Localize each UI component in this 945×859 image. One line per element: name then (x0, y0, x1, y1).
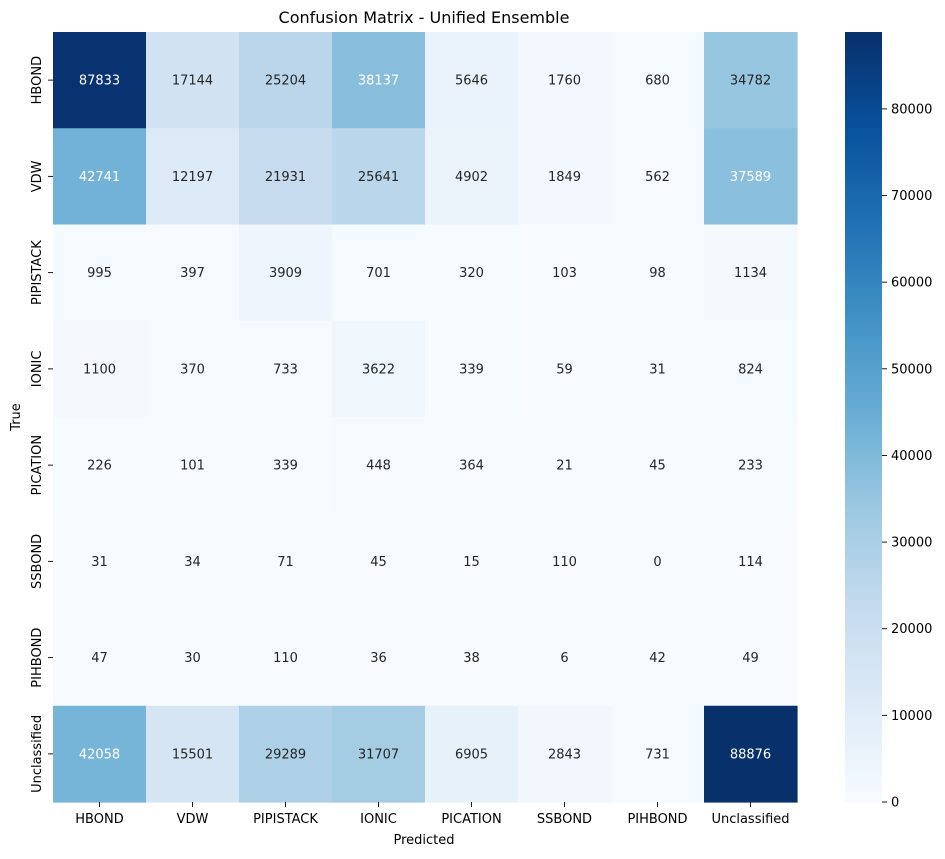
cell-value-label: 25641 (358, 170, 399, 185)
y-tick-label: PIHBOND (30, 628, 45, 688)
cell-value-label: 21931 (265, 170, 306, 185)
cell-value-label: 3622 (362, 362, 395, 377)
cell-value-label: 42058 (79, 747, 120, 762)
cell-value-label: 71 (277, 555, 294, 570)
colorbar-tick-label: 60000 (891, 276, 932, 291)
colorbar-tick-label: 10000 (891, 709, 932, 724)
cell-value-label: 29289 (265, 747, 306, 762)
y-tick-label: IONIC (30, 351, 45, 388)
colorbar-tick-label: 50000 (891, 362, 932, 377)
cell-value-label: 6905 (455, 747, 488, 762)
y-tick-label: Unclassified (30, 715, 45, 793)
cell-value-label: 34 (184, 555, 201, 570)
cell-value-label: 680 (645, 74, 670, 89)
colorbar-tick-label: 30000 (891, 536, 932, 551)
cell-value-label: 45 (370, 555, 387, 570)
colorbar-tick-label: 40000 (891, 449, 932, 464)
x-tick-label: VDW (177, 812, 209, 827)
cell-value-label: 3909 (269, 266, 302, 281)
x-tick-label: HBOND (75, 812, 123, 827)
cell-value-label: 47 (91, 651, 108, 666)
cell-value-label: 370 (180, 362, 205, 377)
colorbar-tick-label: 70000 (891, 189, 932, 204)
cell-value-label: 15501 (172, 747, 213, 762)
cell-value-label: 17144 (172, 74, 213, 89)
cell-value-label: 25204 (265, 74, 306, 89)
cell-value-label: 562 (645, 170, 670, 185)
cell-value-label: 101 (180, 459, 205, 474)
cell-value-label: 1134 (734, 266, 767, 281)
cell-value-label: 0 (653, 555, 661, 570)
y-tick-label: PIPISTACK (30, 240, 45, 305)
colorbar-tick-label: 0 (891, 796, 899, 811)
cell-value-label: 339 (273, 459, 298, 474)
cell-value-label: 320 (459, 266, 484, 281)
cell-value-label: 38 (463, 651, 480, 666)
cell-value-label: 5646 (455, 74, 488, 89)
cell-value-label: 49 (742, 651, 759, 666)
cell-value-label: 30 (184, 651, 201, 666)
cell-value-label: 233 (738, 459, 763, 474)
cell-value-label: 42741 (79, 170, 120, 185)
cell-value-label: 21 (556, 459, 573, 474)
cell-value-label: 1849 (548, 170, 581, 185)
cell-value-label: 701 (366, 266, 391, 281)
x-tick-label: PIPISTACK (253, 812, 318, 827)
cell-value-label: 31 (91, 555, 108, 570)
cell-value-label: 36 (370, 651, 387, 666)
cell-value-label: 38137 (358, 74, 399, 89)
cell-value-label: 31707 (358, 747, 399, 762)
colorbar-gradient (845, 32, 882, 802)
y-axis-ticks: HBOND VDW PIPISTACK IONIC PICATION SSBOND PIHB… (30, 56, 53, 793)
y-tick-label: PICATION (30, 435, 45, 495)
cell-value-label: 824 (738, 362, 763, 377)
colorbar-tick-label: 20000 (891, 622, 932, 637)
cell-value-label: 42 (649, 651, 666, 666)
cell-value-label: 6 (560, 651, 568, 666)
cell-value-label: 114 (738, 555, 763, 570)
x-tick-label: PIHBOND (627, 812, 687, 827)
cell-value-label: 59 (556, 362, 573, 377)
cell-value-label: 1100 (83, 362, 116, 377)
cell-value-label: 448 (366, 459, 391, 474)
cell-value-label: 37589 (730, 170, 771, 185)
x-tick-label: IONIC (360, 812, 397, 827)
cell-value-label: 87833 (79, 74, 120, 89)
y-tick-label: HBOND (30, 56, 45, 104)
cell-value-label: 364 (459, 459, 484, 474)
cell-value-label: 98 (649, 266, 666, 281)
cell-value-label: 733 (273, 362, 298, 377)
cell-value-label: 12197 (172, 170, 213, 185)
cell-value-label: 995 (87, 266, 112, 281)
cell-value-label: 2843 (548, 747, 581, 762)
x-tick-label: PICATION (441, 812, 501, 827)
y-tick-label: VDW (30, 160, 45, 192)
cell-value-label: 397 (180, 266, 205, 281)
cell-value-label: 1760 (548, 74, 581, 89)
x-tick-label: SSBOND (537, 812, 592, 827)
x-tick-label: Unclassified (711, 812, 789, 827)
colorbar: 0 10000 20000 30000 40000 50000 60000 70000 8000… (845, 32, 932, 811)
cell-value-label: 45 (649, 459, 666, 474)
cell-value-label: 339 (459, 362, 484, 377)
cell-value-label: 31 (649, 362, 666, 377)
y-tick-label: SSBOND (30, 534, 45, 589)
cell-value-label: 4902 (455, 170, 488, 185)
cell-value-label: 103 (552, 266, 577, 281)
x-axis-label: Predicted (393, 833, 454, 848)
cell-value-label: 110 (552, 555, 577, 570)
colorbar-tick-label: 80000 (891, 102, 932, 117)
chart-title: Confusion Matrix - Unified Ensemble (279, 8, 570, 27)
cell-value-label: 34782 (730, 74, 771, 89)
cell-value-label: 731 (645, 747, 670, 762)
colorbar-ticks: 0 10000 20000 30000 40000 50000 60000 70000 8000… (882, 102, 932, 810)
cell-value-label: 15 (463, 555, 480, 570)
x-axis-ticks: HBOND VDW PIPISTACK IONIC PICATION SSBOND PIHB… (75, 802, 789, 827)
cell-value-label: 226 (87, 459, 112, 474)
cell-value-label: 88876 (730, 747, 771, 762)
heatmap-cells (53, 32, 798, 803)
y-axis-label: True (9, 403, 24, 432)
cell-value-label: 110 (273, 651, 298, 666)
